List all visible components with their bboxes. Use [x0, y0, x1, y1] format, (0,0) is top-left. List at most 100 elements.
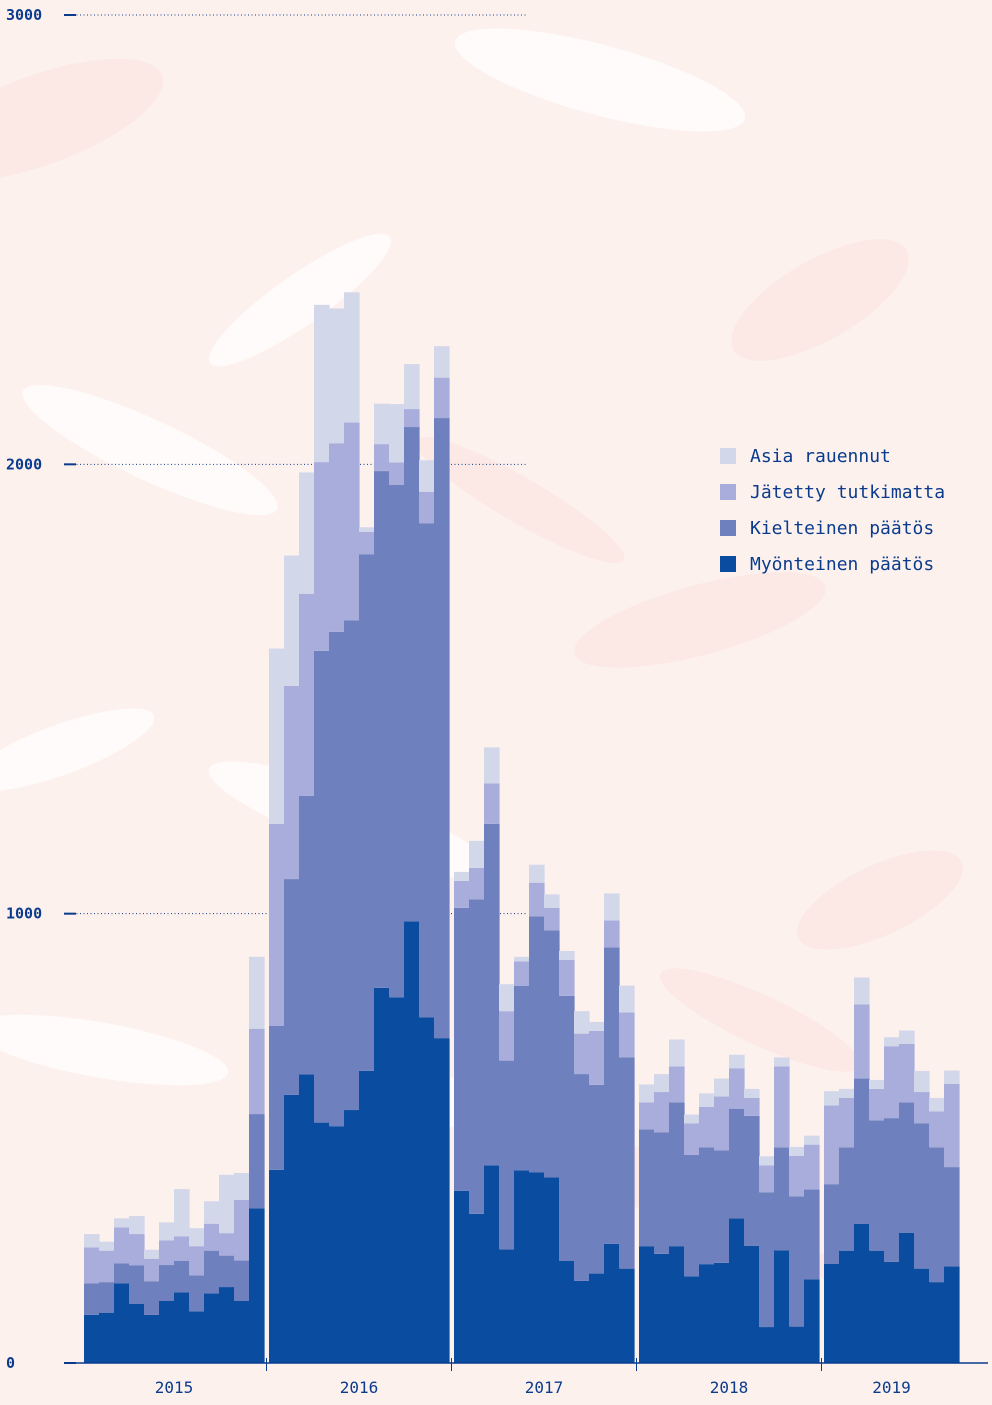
bar-segment-1 — [344, 1110, 360, 1363]
bar-segment-2 — [824, 1184, 840, 1264]
bar-segment-4 — [204, 1201, 220, 1224]
bar-segment-1 — [434, 1038, 450, 1363]
bar-segment-3 — [639, 1102, 655, 1130]
legend-label: Jätetty tutkimatta — [750, 482, 945, 503]
bar-segment-1 — [884, 1261, 900, 1363]
bar-segment-3 — [329, 443, 345, 632]
bar-segment-2 — [404, 427, 420, 922]
legend-label: Myönteinen päätös — [750, 554, 934, 575]
bar-segment-2 — [284, 879, 300, 1095]
bar-segment-1 — [299, 1074, 315, 1363]
bar-segment-2 — [114, 1263, 130, 1284]
bar-segment-3 — [374, 444, 390, 472]
bar-segment-2 — [189, 1275, 205, 1312]
bar-segment-3 — [774, 1066, 790, 1148]
bar-segment-1 — [639, 1246, 655, 1363]
bar-segment-1 — [404, 921, 420, 1363]
bar-segment-2 — [744, 1115, 760, 1246]
bar-segment-4 — [669, 1039, 685, 1067]
bar-segment-1 — [824, 1263, 840, 1363]
bar-segment-2 — [129, 1265, 145, 1304]
bar-segment-2 — [639, 1129, 655, 1247]
bar-segment-3 — [84, 1247, 100, 1284]
bar-segment-2 — [344, 620, 360, 1111]
y-tick-label: 3000 — [6, 6, 42, 24]
legend-swatch — [720, 484, 736, 500]
bar-segment-3 — [604, 920, 620, 948]
bar-segment-4 — [129, 1216, 145, 1235]
bar-segment-1 — [854, 1223, 870, 1363]
bar-segment-4 — [99, 1241, 115, 1251]
bar-segment-1 — [219, 1287, 235, 1363]
bar-segment-1 — [669, 1246, 685, 1363]
bar-segment-2 — [469, 899, 485, 1214]
bar-segment-1 — [574, 1280, 590, 1363]
bar-segment-1 — [84, 1314, 100, 1363]
bar-segment-4 — [344, 292, 360, 423]
bar-segment-4 — [114, 1218, 130, 1228]
bar-segment-4 — [589, 1021, 605, 1031]
bar-segment-3 — [404, 409, 420, 428]
bar-segment-4 — [234, 1172, 250, 1200]
bar-segment-1 — [729, 1218, 745, 1363]
bar-segment-4 — [484, 747, 500, 784]
y-tick-label: 0 — [6, 1354, 15, 1372]
bar-segment-1 — [419, 1017, 435, 1363]
bar-segment-3 — [944, 1083, 960, 1168]
bar-segment-3 — [499, 1011, 515, 1061]
bar-segment-4 — [729, 1054, 745, 1069]
bar-segment-4 — [374, 403, 390, 445]
bar-segment-1 — [914, 1268, 930, 1363]
marble-swirl — [659, 968, 861, 1072]
bar-segment-1 — [869, 1250, 885, 1363]
bar-segment-1 — [839, 1250, 855, 1363]
bar-segment-3 — [759, 1165, 775, 1193]
bar-segment-2 — [499, 1060, 515, 1250]
bar-segment-2 — [559, 995, 575, 1262]
bar-segment-4 — [329, 308, 345, 444]
bar-segment-3 — [144, 1258, 160, 1282]
bar-segment-1 — [389, 997, 405, 1363]
bar-segment-1 — [604, 1243, 620, 1363]
bar-segment-2 — [654, 1132, 670, 1254]
marble-swirl — [0, 1014, 229, 1086]
bar-segment-4 — [159, 1222, 175, 1241]
bar-segment-3 — [249, 1028, 265, 1115]
marble-swirl — [797, 850, 963, 950]
bar-segment-3 — [684, 1123, 700, 1155]
bar-segment-2 — [854, 1078, 870, 1224]
bar-segment-4 — [559, 950, 575, 960]
bar-segment-2 — [529, 916, 545, 1173]
y-tick-label: 2000 — [6, 455, 42, 473]
bar-segment-1 — [789, 1326, 805, 1363]
bar-segment-1 — [144, 1314, 160, 1363]
x-axis-ticks: 2015 2016 2017 2018 2019 — [155, 1358, 911, 1397]
bar-segment-3 — [174, 1236, 190, 1262]
legend-swatch — [720, 448, 736, 464]
bar-segment-3 — [529, 882, 545, 917]
bar-segment-2 — [144, 1281, 160, 1315]
bar-segment-1 — [654, 1253, 670, 1363]
bar-segment-4 — [529, 864, 545, 883]
bar-segment-2 — [234, 1260, 250, 1301]
bar-segment-1 — [284, 1094, 300, 1363]
bar-segment-1 — [804, 1279, 820, 1363]
bar-segment-1 — [544, 1177, 560, 1363]
marble-swirl — [574, 572, 826, 668]
bar-segment-1 — [129, 1303, 145, 1363]
bar-segment-3 — [854, 1004, 870, 1079]
bar-segment-1 — [929, 1282, 945, 1363]
bar-segment-1 — [454, 1190, 470, 1363]
bar-segment-4 — [714, 1078, 730, 1097]
bar-segment-3 — [804, 1144, 820, 1190]
bar-segment-2 — [619, 1057, 635, 1269]
bar-segment-3 — [469, 867, 485, 900]
bar-segment-4 — [604, 893, 620, 921]
bar-segment-4 — [514, 956, 530, 962]
bar-segment-4 — [299, 472, 315, 594]
bar-segment-1 — [159, 1300, 175, 1363]
bar-segment-2 — [884, 1118, 900, 1262]
bar-segment-3 — [559, 959, 575, 996]
